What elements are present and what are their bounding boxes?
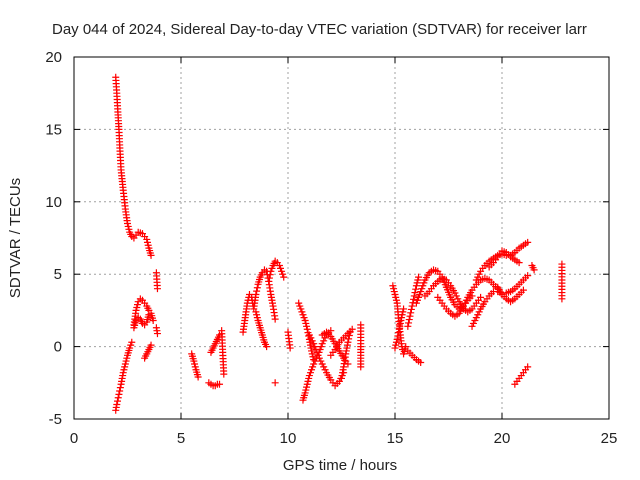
data-point: [303, 325, 311, 333]
data-point: [149, 317, 157, 325]
data-point: [114, 397, 122, 405]
data-point: [263, 343, 271, 351]
data-point: [524, 272, 532, 280]
data-point: [153, 285, 161, 293]
y-tick-label: 10: [45, 194, 62, 211]
x-tick-label: 0: [70, 430, 78, 447]
plot-frame: [73, 56, 610, 420]
y-tick-label: 0: [54, 339, 62, 356]
data-point: [524, 363, 532, 371]
data-point: [113, 401, 121, 409]
data-point: [147, 341, 155, 349]
data-point: [395, 329, 403, 337]
data-point: [408, 302, 416, 310]
data-point: [194, 373, 202, 381]
data-point: [271, 379, 279, 387]
data-point: [128, 338, 136, 346]
y-tick-label: 5: [54, 266, 62, 283]
data-point: [402, 343, 410, 351]
data-point: [515, 259, 523, 267]
data-point: [357, 363, 365, 371]
data-point: [216, 380, 224, 388]
x-axis-ticks: 0 5 10 15 20 25: [70, 57, 618, 447]
data-point: [407, 309, 415, 317]
x-tick-label: 10: [280, 430, 297, 447]
data-point: [266, 271, 274, 279]
data-point: [477, 293, 485, 301]
chart-title: Day 044 of 2024, Sidereal Day-to-day VTE…: [52, 21, 587, 38]
data-point: [404, 322, 412, 330]
grid-lines: [74, 57, 609, 419]
data-point: [393, 335, 401, 343]
data-point: [116, 384, 124, 392]
data-point: [407, 305, 415, 313]
x-tick-label: 20: [494, 430, 511, 447]
data-point: [406, 312, 414, 320]
data-point: [411, 289, 419, 297]
data-point: [412, 285, 420, 293]
data-point: [116, 387, 124, 395]
data-point: [344, 338, 352, 346]
y-tick-label: 20: [45, 49, 62, 66]
data-point: [271, 315, 279, 323]
data-points: [112, 73, 566, 414]
data-point: [524, 238, 532, 246]
data-point: [265, 277, 273, 285]
data-point: [410, 292, 418, 300]
data-point: [410, 295, 418, 303]
data-point: [417, 359, 425, 367]
data-point: [345, 335, 353, 343]
data-point: [286, 344, 294, 352]
data-point: [405, 316, 413, 324]
data-point: [415, 273, 423, 281]
data-point: [280, 273, 288, 281]
data-point: [115, 390, 123, 398]
data-point: [265, 274, 273, 282]
data-point: [345, 331, 353, 339]
x-tick-label: 25: [601, 430, 618, 447]
data-point: [558, 295, 566, 303]
data-point: [147, 251, 155, 259]
data-point: [394, 332, 402, 340]
data-point: [114, 394, 122, 402]
data-point: [400, 305, 408, 313]
data-point: [145, 311, 153, 319]
data-point: [346, 328, 354, 336]
data-point: [253, 287, 261, 295]
data-point: [519, 286, 527, 294]
data-point: [530, 266, 538, 274]
y-tick-label: -5: [49, 411, 62, 428]
y-axis-ticks: -5 0 5 10 15 20: [45, 49, 609, 428]
y-axis-label: SDTVAR / TECUs: [7, 178, 24, 298]
data-point: [405, 319, 413, 327]
x-tick-label: 5: [177, 430, 185, 447]
data-point: [220, 370, 228, 378]
data-point: [253, 284, 261, 292]
y-tick-label: 15: [45, 121, 62, 138]
data-point: [153, 330, 161, 338]
x-axis-label: GPS time / hours: [283, 457, 397, 474]
data-point: [252, 290, 260, 298]
x-tick-label: 15: [387, 430, 404, 447]
